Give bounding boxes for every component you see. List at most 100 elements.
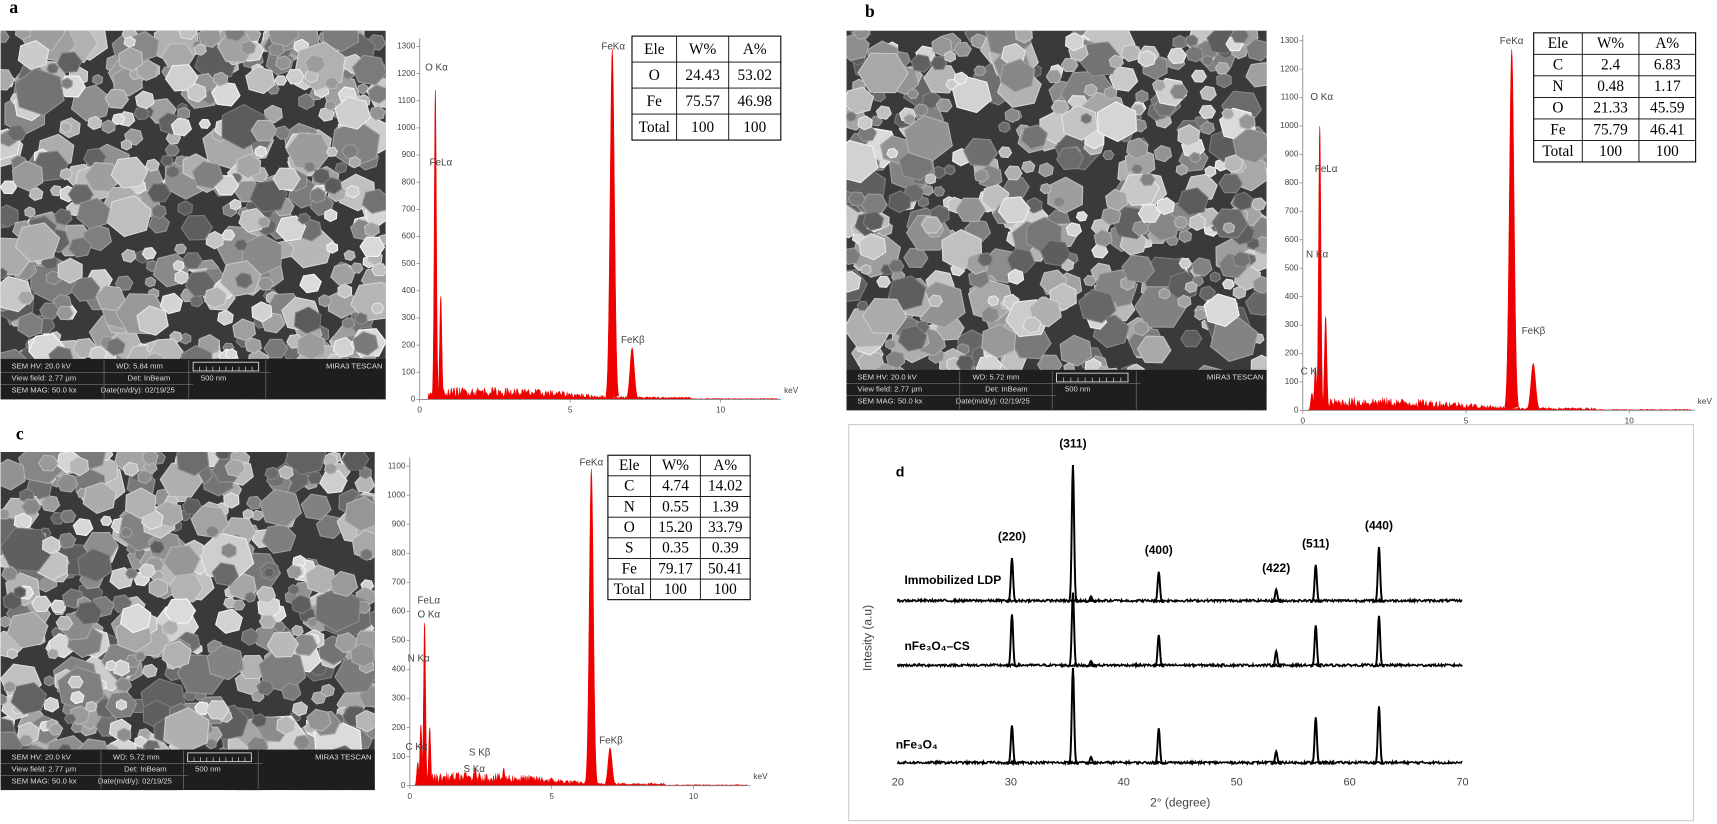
particle — [145, 158, 160, 172]
background-noise — [422, 386, 779, 400]
particle — [233, 238, 249, 251]
particle — [46, 62, 60, 75]
particle — [1177, 124, 1200, 147]
xrd-peak — [1310, 564, 1322, 603]
particle — [944, 50, 957, 63]
xrd-peak — [1270, 748, 1282, 765]
particle — [1137, 204, 1162, 223]
info-text: SEM HV: 20.0 kV — [12, 362, 72, 371]
xrd-peak — [1270, 648, 1282, 668]
particle — [999, 58, 1036, 93]
y-tick-label: 1100 — [388, 461, 406, 470]
info-text: Det: InBeam — [124, 764, 167, 773]
particle — [943, 164, 956, 176]
particle — [82, 481, 117, 515]
table-cell: Total — [639, 119, 670, 136]
particle — [1185, 45, 1204, 63]
particle — [997, 196, 1031, 224]
particle — [285, 68, 305, 85]
particle — [259, 488, 303, 528]
particle — [120, 603, 152, 634]
xrd-peak — [1085, 659, 1097, 668]
particle — [1232, 251, 1251, 269]
table-cell: 75.57 — [685, 93, 720, 110]
particle — [1056, 146, 1085, 170]
xrd-peak — [1153, 634, 1165, 668]
particle — [6, 124, 27, 142]
peak-label: FeLα — [430, 158, 453, 169]
particle — [189, 294, 204, 308]
x-tick-label: 60 — [1344, 776, 1356, 788]
particle — [223, 492, 240, 509]
peak — [1321, 316, 1330, 411]
particle — [1184, 34, 1199, 48]
xrd-peak — [1067, 668, 1079, 765]
xrd-peak — [1153, 728, 1165, 765]
particle — [869, 115, 883, 127]
particle — [87, 115, 103, 131]
x-tick-label: 10 — [689, 792, 699, 801]
table-cell: Total — [1542, 143, 1573, 160]
hkl-label: (220) — [998, 529, 1026, 543]
particle — [263, 338, 289, 359]
particle — [955, 197, 987, 223]
particle — [290, 594, 312, 615]
particle — [116, 727, 132, 743]
particle — [910, 54, 932, 73]
particle — [361, 188, 386, 214]
particle — [48, 722, 64, 736]
particle — [341, 451, 370, 471]
peak-label: O Kα — [418, 610, 441, 621]
info-text: View field: 2.77 µm — [12, 374, 77, 383]
peak — [437, 296, 445, 400]
particle — [304, 69, 319, 84]
particle — [1132, 320, 1150, 337]
particle — [1218, 173, 1244, 194]
x-unit: keV — [1698, 397, 1713, 406]
particle — [261, 523, 297, 554]
particle — [1120, 43, 1141, 62]
particle — [1177, 294, 1192, 309]
table-cell: 1.39 — [712, 498, 739, 515]
particle — [69, 690, 85, 705]
particle — [285, 132, 332, 170]
particle — [46, 648, 60, 660]
x-unit: keV — [784, 386, 799, 395]
table-cell: 100 — [691, 119, 714, 136]
particle — [1108, 54, 1124, 69]
particle — [77, 548, 113, 583]
particle — [205, 525, 220, 538]
particle — [221, 103, 266, 150]
particle — [1126, 137, 1149, 160]
particle — [254, 145, 268, 158]
particle — [114, 677, 132, 693]
sem-image: SEM HV: 20.0 kV WD: 5.72 mm MIRA3 TESCAN Vi… — [846, 30, 1267, 411]
y-tick-label: 300 — [392, 694, 406, 703]
particle — [61, 77, 73, 90]
particle — [1003, 176, 1030, 199]
particle — [264, 466, 280, 481]
particle — [1188, 151, 1202, 163]
particle — [1222, 221, 1236, 234]
particle — [304, 54, 327, 74]
table-cell: 50.41 — [708, 560, 742, 577]
particle — [114, 275, 134, 291]
particle — [1093, 229, 1113, 248]
particle — [324, 99, 337, 111]
particle — [324, 176, 343, 195]
particle — [105, 337, 126, 357]
particle — [190, 505, 230, 539]
particle — [354, 312, 368, 326]
particle — [981, 323, 1017, 359]
particle — [309, 187, 326, 204]
particle — [225, 348, 238, 360]
particle — [1194, 308, 1207, 321]
series-name: nFe₃O₄–CS — [904, 639, 969, 653]
xrd-peak — [1270, 586, 1282, 603]
particle — [887, 259, 905, 273]
particle — [337, 283, 353, 299]
particle — [135, 90, 155, 110]
table-cell: 2.4 — [1601, 57, 1620, 74]
particle — [341, 144, 360, 159]
y-tick-label: 300 — [402, 313, 416, 322]
